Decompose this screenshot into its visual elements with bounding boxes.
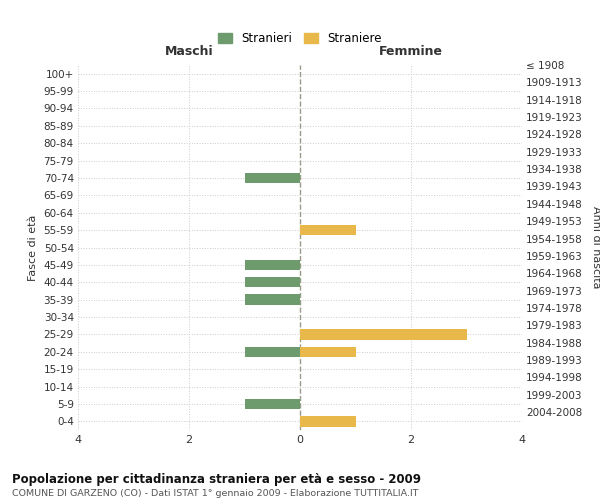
Bar [300,416,355,426]
Bar [245,277,300,287]
Bar [300,346,355,357]
Bar [245,294,300,305]
Legend: Stranieri, Straniere: Stranieri, Straniere [213,27,387,50]
Bar [245,260,300,270]
Text: Femmine: Femmine [379,44,443,58]
Bar [300,225,355,235]
Text: Popolazione per cittadinanza straniera per età e sesso - 2009: Popolazione per cittadinanza straniera p… [12,472,421,486]
Text: Maschi: Maschi [164,44,214,58]
Y-axis label: Fasce di età: Fasce di età [28,214,38,280]
Y-axis label: Anni di nascita: Anni di nascita [591,206,600,289]
Bar [245,398,300,409]
Bar [300,329,467,340]
Text: COMUNE DI GARZENO (CO) - Dati ISTAT 1° gennaio 2009 - Elaborazione TUTTITALIA.IT: COMUNE DI GARZENO (CO) - Dati ISTAT 1° g… [12,489,419,498]
Bar [245,346,300,357]
Bar [245,173,300,183]
